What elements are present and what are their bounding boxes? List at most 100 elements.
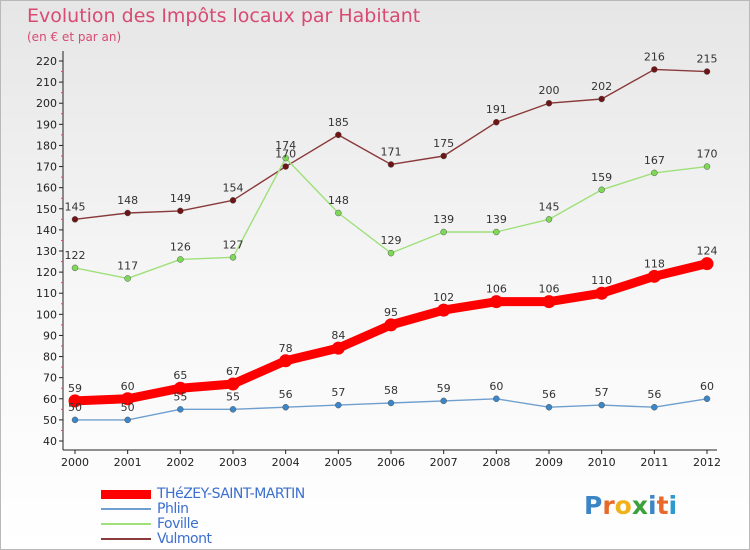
data-label: 50	[121, 401, 135, 414]
data-label: 149	[170, 192, 191, 205]
logo-letter: i	[648, 491, 657, 520]
data-label: 159	[591, 171, 612, 184]
proxiti-logo: Proxiti	[584, 491, 677, 520]
logo-letter: x	[631, 491, 648, 520]
data-label: 170	[697, 148, 718, 161]
y-tick-label: 110	[36, 287, 57, 300]
data-point	[703, 68, 711, 75]
data-label: 95	[384, 306, 398, 319]
y-tick-label: 40	[43, 435, 57, 448]
legend-label: Vulmont	[157, 531, 212, 547]
data-label: 56	[279, 388, 293, 401]
data-label: 202	[591, 80, 612, 93]
data-point	[282, 403, 289, 411]
data-label: 60	[700, 380, 714, 393]
data-point	[651, 169, 658, 177]
data-point	[229, 254, 237, 261]
y-tick-label: 50	[43, 414, 57, 427]
data-label: 56	[647, 388, 661, 401]
data-point	[335, 401, 342, 409]
x-tick-label: 2005	[324, 456, 352, 469]
data-point	[545, 99, 553, 107]
x-tick-label: 2007	[430, 456, 458, 469]
data-label: 84	[331, 329, 345, 342]
data-label: 167	[644, 154, 665, 167]
y-tick-label: 60	[43, 393, 57, 406]
data-point	[229, 406, 237, 413]
x-tick-label: 2011	[640, 456, 668, 469]
data-point	[598, 186, 605, 194]
data-point	[545, 216, 553, 223]
legend-label: Foville	[157, 516, 199, 532]
y-tick-label: 190	[36, 118, 57, 131]
data-point	[121, 392, 135, 406]
data-label: 106	[486, 283, 507, 296]
legend-label: Phlin	[157, 501, 189, 517]
y-tick-label: 130	[36, 245, 57, 258]
data-label: 215	[697, 53, 718, 66]
y-tick-label: 80	[43, 351, 57, 364]
data-label: 57	[331, 386, 345, 399]
data-label: 58	[384, 384, 398, 397]
data-label: 106	[539, 283, 560, 296]
data-point	[226, 377, 240, 391]
legend-item: THéZEY-SAINT-MARTIN	[101, 486, 401, 502]
data-point	[124, 275, 131, 282]
data-label: 102	[433, 291, 454, 304]
data-label: 191	[486, 103, 507, 116]
data-point	[282, 154, 289, 162]
data-point	[335, 209, 342, 217]
logo-letter: i	[668, 491, 678, 520]
data-label: 126	[170, 240, 191, 253]
chart-subtitle: (en € et par an)	[27, 30, 122, 44]
logo-letter: o	[614, 491, 632, 520]
data-point	[384, 318, 398, 332]
data-point	[282, 163, 289, 170]
y-tick-label: 160	[36, 182, 57, 195]
data-point	[335, 131, 342, 139]
data-point	[177, 207, 184, 215]
x-tick-label: 2001	[114, 456, 142, 469]
data-point	[700, 257, 714, 271]
legend-swatch	[101, 490, 151, 499]
y-tick-label: 70	[43, 372, 57, 385]
x-tick-label: 2000	[61, 456, 89, 469]
data-label: 117	[117, 259, 138, 272]
data-point	[651, 403, 658, 411]
data-label: 154	[223, 181, 244, 194]
data-label: 200	[539, 84, 560, 97]
x-tick-label: 2009	[535, 456, 563, 469]
data-label: 145	[65, 200, 86, 213]
legend-label: THéZEY-SAINT-MARTIN	[157, 486, 305, 502]
data-label: 216	[644, 50, 665, 63]
data-label: 124	[697, 245, 718, 258]
data-point	[71, 216, 79, 223]
data-point	[124, 209, 131, 217]
x-tick-label: 2010	[588, 456, 616, 469]
data-label: 55	[226, 390, 240, 403]
y-tick-label: 220	[36, 55, 57, 68]
data-point	[595, 286, 609, 300]
data-point	[177, 256, 184, 263]
data-label: 110	[591, 274, 612, 287]
data-point	[489, 295, 503, 309]
data-label: 148	[117, 194, 138, 207]
data-point	[545, 403, 553, 411]
y-tick-label: 200	[36, 97, 57, 110]
legend-item: Phlin	[101, 501, 401, 517]
data-label: 127	[223, 238, 244, 251]
data-point	[493, 118, 500, 126]
data-label: 122	[65, 249, 86, 262]
legend-swatch	[101, 523, 151, 525]
data-point	[331, 341, 345, 355]
x-tick-label: 2008	[482, 456, 510, 469]
data-point	[387, 399, 395, 407]
y-tick-label: 100	[36, 308, 57, 321]
data-point	[387, 161, 395, 168]
data-point	[598, 401, 605, 409]
data-point	[440, 152, 447, 160]
logo-letter: P	[584, 491, 603, 520]
data-label: 185	[328, 116, 349, 129]
data-label: 67	[226, 365, 240, 378]
